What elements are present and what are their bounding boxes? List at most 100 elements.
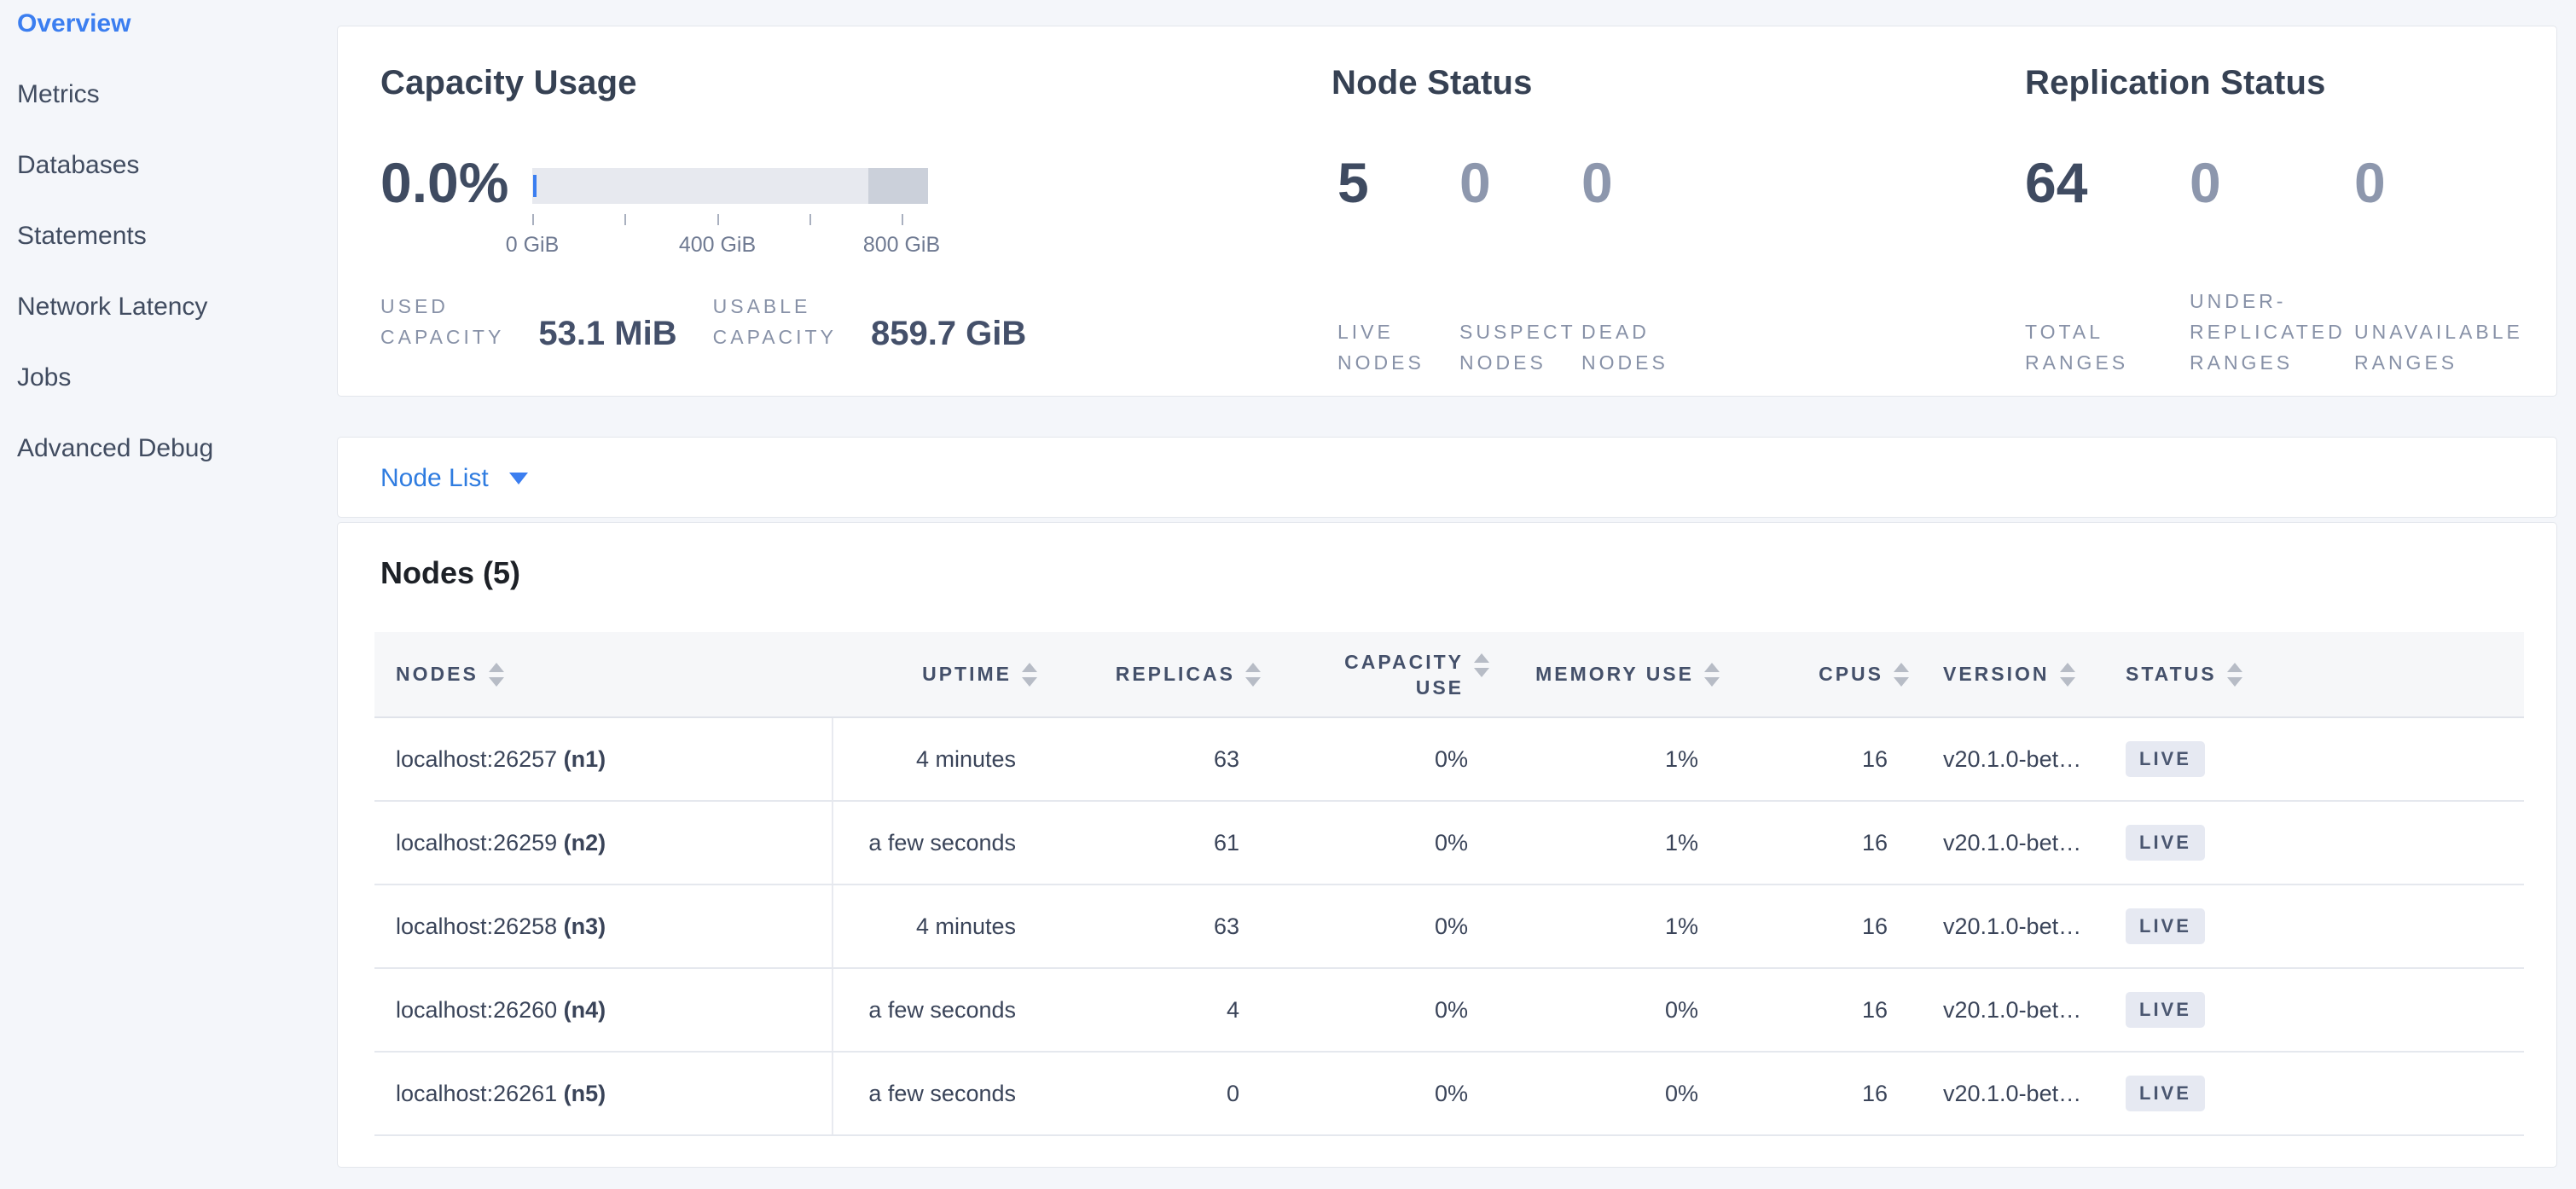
metric-label: LIVE NODES: [1337, 321, 1424, 374]
sort-arrows-icon[interactable]: [1894, 662, 1909, 687]
table-row[interactable]: localhost:26257 (n1) 4 minutes 63 0% 1% 16 v20…: [374, 717, 2524, 802]
sidebar-item-advanced-debug[interactable]: Advanced Debug: [17, 434, 214, 462]
node-list-dropdown[interactable]: Node List: [380, 438, 528, 519]
axis-tick: [717, 214, 719, 225]
cpus-cell: 16: [1720, 1052, 1909, 1136]
sidebar-item-jobs[interactable]: Jobs: [17, 363, 72, 392]
filler-cell: [2333, 1052, 2524, 1136]
capacity-use-cell: 0%: [1261, 884, 1489, 969]
column-header-label: NODES: [396, 663, 479, 685]
column-header-memory_use[interactable]: MEMORY USE: [1489, 632, 1720, 718]
node-id: (n1): [563, 745, 606, 772]
replicas-cell: 4: [1037, 968, 1261, 1053]
metric-label: DEAD NODES: [1581, 321, 1668, 374]
axis-tick: [624, 214, 626, 225]
capacity-use-cell: 0%: [1261, 1052, 1489, 1136]
capacity-stat-label: USED CAPACITY: [380, 295, 505, 348]
replicas-cell: 63: [1037, 717, 1261, 802]
replicas-cell: 63: [1037, 884, 1261, 969]
metric-label: TOTAL RANGES: [2025, 321, 2129, 374]
column-header-version[interactable]: VERSION: [1909, 632, 2092, 718]
sort-arrows-icon[interactable]: [488, 662, 504, 687]
axis-tick: [532, 214, 534, 225]
version-cell: v20.1.0-bet…: [1909, 884, 2092, 969]
status-badge: LIVE: [2126, 992, 2205, 1028]
sort-arrows-icon[interactable]: [2059, 662, 2075, 687]
axis-tick: [902, 214, 903, 225]
metric-value: 0: [2354, 151, 2386, 214]
memory-use-cell: 1%: [1489, 717, 1720, 802]
version-cell: v20.1.0-bet…: [1909, 717, 2092, 802]
column-header-label: CAPACITY USE: [1344, 650, 1464, 699]
table-header-row: NODES UPTIME REPLICAS CAPACITY USE MEMORY US…: [374, 632, 2524, 718]
node-id: (n4): [563, 996, 606, 1023]
sidebar-item-statements[interactable]: Statements: [17, 222, 147, 250]
sort-arrows-icon[interactable]: [1245, 662, 1261, 687]
sort-arrows-icon[interactable]: [2226, 662, 2242, 687]
metric: 0 UNAVAILABLE RANGES: [2354, 151, 2523, 378]
column-header-cpus[interactable]: CPUS: [1720, 632, 1909, 718]
sidebar-item-network-latency[interactable]: Network Latency: [17, 293, 208, 321]
column-header-label: UPTIME: [922, 663, 1012, 685]
capacity-stat-value: 859.7 GiB: [870, 315, 1027, 352]
uptime-cell: 4 minutes: [833, 717, 1037, 802]
replicas-cell: 0: [1037, 1052, 1261, 1136]
status-cell: LIVE: [2092, 717, 2333, 802]
capacity-use-cell: 0%: [1261, 968, 1489, 1053]
column-header-label: REPLICAS: [1115, 663, 1235, 685]
metric-label: SUSPECT NODES: [1459, 321, 1576, 374]
metric-label: UNDER- REPLICATED RANGES: [2190, 290, 2346, 374]
table-row[interactable]: localhost:26259 (n2) a few seconds 61 0% 1% 1…: [374, 801, 2524, 885]
table-row[interactable]: localhost:26261 (n5) a few seconds 0 0% 0% 16…: [374, 1052, 2524, 1136]
column-header-address[interactable]: NODES: [374, 632, 833, 718]
metric: 64 TOTAL RANGES: [2025, 154, 2190, 378]
metric-value: 0: [2190, 151, 2221, 214]
cpus-cell: 16: [1720, 968, 1909, 1053]
status-badge: LIVE: [2126, 741, 2205, 777]
cpus-cell: 16: [1720, 801, 1909, 885]
sort-arrows-icon[interactable]: [1474, 652, 1489, 677]
status-cell: LIVE: [2092, 1052, 2333, 1136]
capacity-stat-label: USABLE CAPACITY: [712, 295, 837, 348]
memory-use-cell: 1%: [1489, 801, 1720, 885]
table-row[interactable]: localhost:26260 (n4) a few seconds 4 0% 0% 16…: [374, 968, 2524, 1053]
metric-label: UNAVAILABLE RANGES: [2354, 321, 2523, 374]
cluster-summary-card: Capacity Usage 0.0% 0 GiB 400 GiB 800 Gi…: [337, 26, 2557, 397]
uptime-cell: a few seconds: [833, 968, 1037, 1053]
metric-value: 5: [1337, 151, 1369, 214]
capacity-bar-reserved-segment: [868, 168, 928, 204]
sidebar-item-databases[interactable]: Databases: [17, 151, 140, 179]
used-capacity-marker: [533, 175, 537, 197]
metric-value: 0: [1459, 151, 1491, 214]
chevron-down-icon: [508, 472, 528, 484]
sidebar-item-metrics[interactable]: Metrics: [17, 80, 100, 108]
capacity-usage-title: Capacity Usage: [380, 64, 637, 102]
cpus-cell: 16: [1720, 884, 1909, 969]
sidebar-item-overview[interactable]: Overview: [17, 9, 131, 38]
sidebar: Overview Metrics Databases Statements Networ…: [0, 0, 337, 1189]
column-header-uptime[interactable]: UPTIME: [833, 632, 1037, 718]
status-cell: LIVE: [2092, 801, 2333, 885]
sort-arrows-icon[interactable]: [1704, 662, 1720, 687]
memory-use-cell: 0%: [1489, 968, 1720, 1053]
sidebar-nav-list: Overview Metrics Databases Statements Networ…: [17, 10, 337, 462]
sort-arrows-icon[interactable]: [1022, 662, 1037, 687]
column-header-replicas[interactable]: REPLICAS: [1037, 632, 1261, 718]
replication-status-metrics: 64 TOTAL RANGES 0 UNDER- REPLICATED RANGES 0…: [2025, 151, 2523, 378]
nodes-card: Nodes (5) NODES UPTIME REPLICAS CAPACITY US…: [337, 522, 2557, 1168]
filler-cell: [2333, 884, 2524, 969]
node-list-dropdown-card: Node List: [337, 437, 2557, 518]
axis-label: 0 GiB: [505, 233, 560, 257]
column-header-status[interactable]: STATUS: [2092, 632, 2333, 718]
status-cell: LIVE: [2092, 968, 2333, 1053]
table-row[interactable]: localhost:26258 (n3) 4 minutes 63 0% 1% 16 v20…: [374, 884, 2524, 969]
memory-use-cell: 0%: [1489, 1052, 1720, 1136]
capacity-stat-value: 53.1 MiB: [538, 315, 677, 352]
node-address-cell: localhost:26259 (n2): [374, 801, 833, 885]
capacity-usage-gauge: 0 GiB 400 GiB 800 GiB: [506, 168, 940, 257]
metric-value: 0: [1581, 151, 1613, 214]
status-badge: LIVE: [2126, 825, 2205, 861]
column-header-capacity_use[interactable]: CAPACITY USE: [1261, 632, 1489, 718]
column-header-filler: [2333, 632, 2524, 718]
uptime-cell: a few seconds: [833, 801, 1037, 885]
